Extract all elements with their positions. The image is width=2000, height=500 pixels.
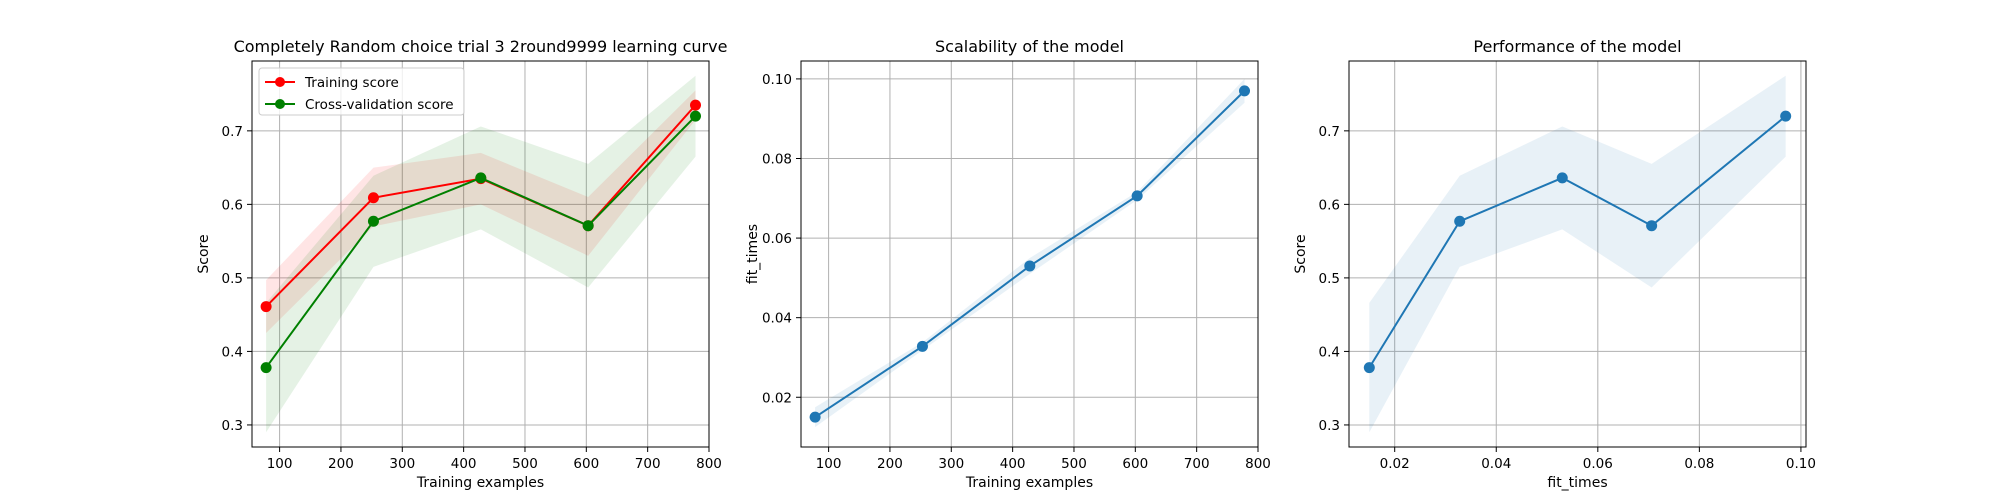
legend-marker	[275, 99, 285, 109]
legend-marker	[275, 77, 285, 87]
point-series-1	[260, 301, 272, 313]
band-series-1	[1369, 75, 1786, 433]
x-tick-label: 700	[1184, 456, 1210, 472]
point-series-2	[582, 220, 594, 232]
line-series-1	[814, 90, 1246, 418]
point-series-1	[1646, 220, 1658, 232]
x-tick-label: 600	[573, 456, 599, 472]
x-tick-label: 0.06	[1583, 456, 1613, 472]
point-series-1	[1363, 362, 1375, 374]
y-tick-label: 0.7	[1319, 124, 1340, 140]
x-tick-label: 700	[635, 456, 661, 472]
point-series-1	[1454, 215, 1466, 227]
x-tick-label: 0.02	[1380, 456, 1410, 472]
x-tick-label: 800	[696, 456, 722, 472]
x-tick-label: 300	[389, 456, 415, 472]
y-tick-label: 0.3	[222, 418, 243, 434]
point-series-1	[690, 99, 702, 111]
x-tick-label: 100	[267, 456, 293, 472]
x-tick-label: 500	[1061, 456, 1087, 472]
y-tick-label: 0.6	[222, 197, 243, 213]
point-series-2	[367, 215, 379, 227]
point-series-1	[916, 340, 928, 352]
point-series-1	[809, 411, 821, 423]
y-tick-label: 0.4	[1319, 344, 1340, 360]
y-axis-label: Score	[1293, 234, 1309, 273]
x-tick-label: 600	[1122, 456, 1148, 472]
point-series-1	[1239, 85, 1251, 97]
x-tick-label: 500	[512, 456, 538, 472]
y-tick-label: 0.4	[222, 344, 243, 360]
x-tick-label: 400	[451, 456, 477, 472]
legend-label: Training score	[304, 75, 399, 91]
x-tick-label: 0.08	[1684, 456, 1714, 472]
y-tick-label: 0.5	[1319, 271, 1340, 287]
axes-frame	[1348, 60, 1807, 448]
point-series-2	[690, 110, 702, 122]
x-axis-label: Training examples	[416, 475, 544, 491]
x-axis-label: fit_times	[1547, 475, 1607, 491]
point-series-1	[1131, 190, 1143, 202]
chart-title: Scalability of the model	[935, 37, 1124, 56]
y-tick-label: 0.08	[762, 151, 792, 167]
x-tick-label: 200	[328, 456, 354, 472]
axes-frame	[251, 60, 710, 448]
point-series-2	[260, 362, 272, 374]
x-tick-label: 0.04	[1481, 456, 1511, 472]
point-series-1	[367, 192, 379, 204]
legend-label: Cross-validation score	[305, 97, 454, 113]
y-tick-label: 0.04	[762, 311, 792, 327]
band-series-1	[815, 78, 1245, 428]
y-tick-label: 0.06	[762, 231, 792, 247]
legend-box	[258, 67, 465, 116]
chart-title: Completely Random choice trial 3 2round9…	[234, 37, 728, 56]
point-series-1	[1780, 110, 1792, 122]
y-tick-label: 0.3	[1319, 418, 1340, 434]
y-tick-label: 0.10	[762, 72, 792, 88]
chart-panel-3: 0.02 0.04 0.06 0.08 0.10 0.3 0.4 0.5 0.6 0.7 Perfo…	[1293, 37, 1816, 491]
chart-panel-2: 100 200 300 400 500 600 700 800 0.02 0.04 0.06 0.08…	[745, 37, 1271, 491]
y-axis-label: Score	[196, 234, 212, 273]
chart-title: Performance of the model	[1473, 37, 1681, 56]
x-tick-label: 0.10	[1786, 456, 1816, 472]
x-tick-label: 300	[938, 456, 964, 472]
y-tick-label: 0.7	[222, 124, 243, 140]
y-tick-label: 0.02	[762, 390, 792, 406]
axes-frame	[800, 60, 1259, 448]
point-series-1	[1024, 260, 1036, 272]
band-series-2	[266, 75, 696, 433]
legend: Training score Cross-validation score	[258, 67, 465, 116]
chart-panel-1: 100 200 300 400 500 600 700 800 0.3 0.4 0.5 0.6 0.7 C…	[196, 37, 727, 491]
point-series-2	[475, 172, 487, 184]
x-tick-label: 400	[1000, 456, 1026, 472]
x-tick-label: 200	[877, 456, 903, 472]
x-axis-label: Training examples	[965, 475, 1093, 491]
x-tick-label: 800	[1245, 456, 1271, 472]
y-tick-label: 0.5	[222, 271, 243, 287]
x-tick-label: 100	[816, 456, 842, 472]
y-axis-label: fit_times	[745, 224, 761, 284]
point-series-1	[1556, 172, 1568, 184]
y-tick-label: 0.6	[1319, 197, 1340, 213]
band-series-1	[266, 90, 696, 334]
